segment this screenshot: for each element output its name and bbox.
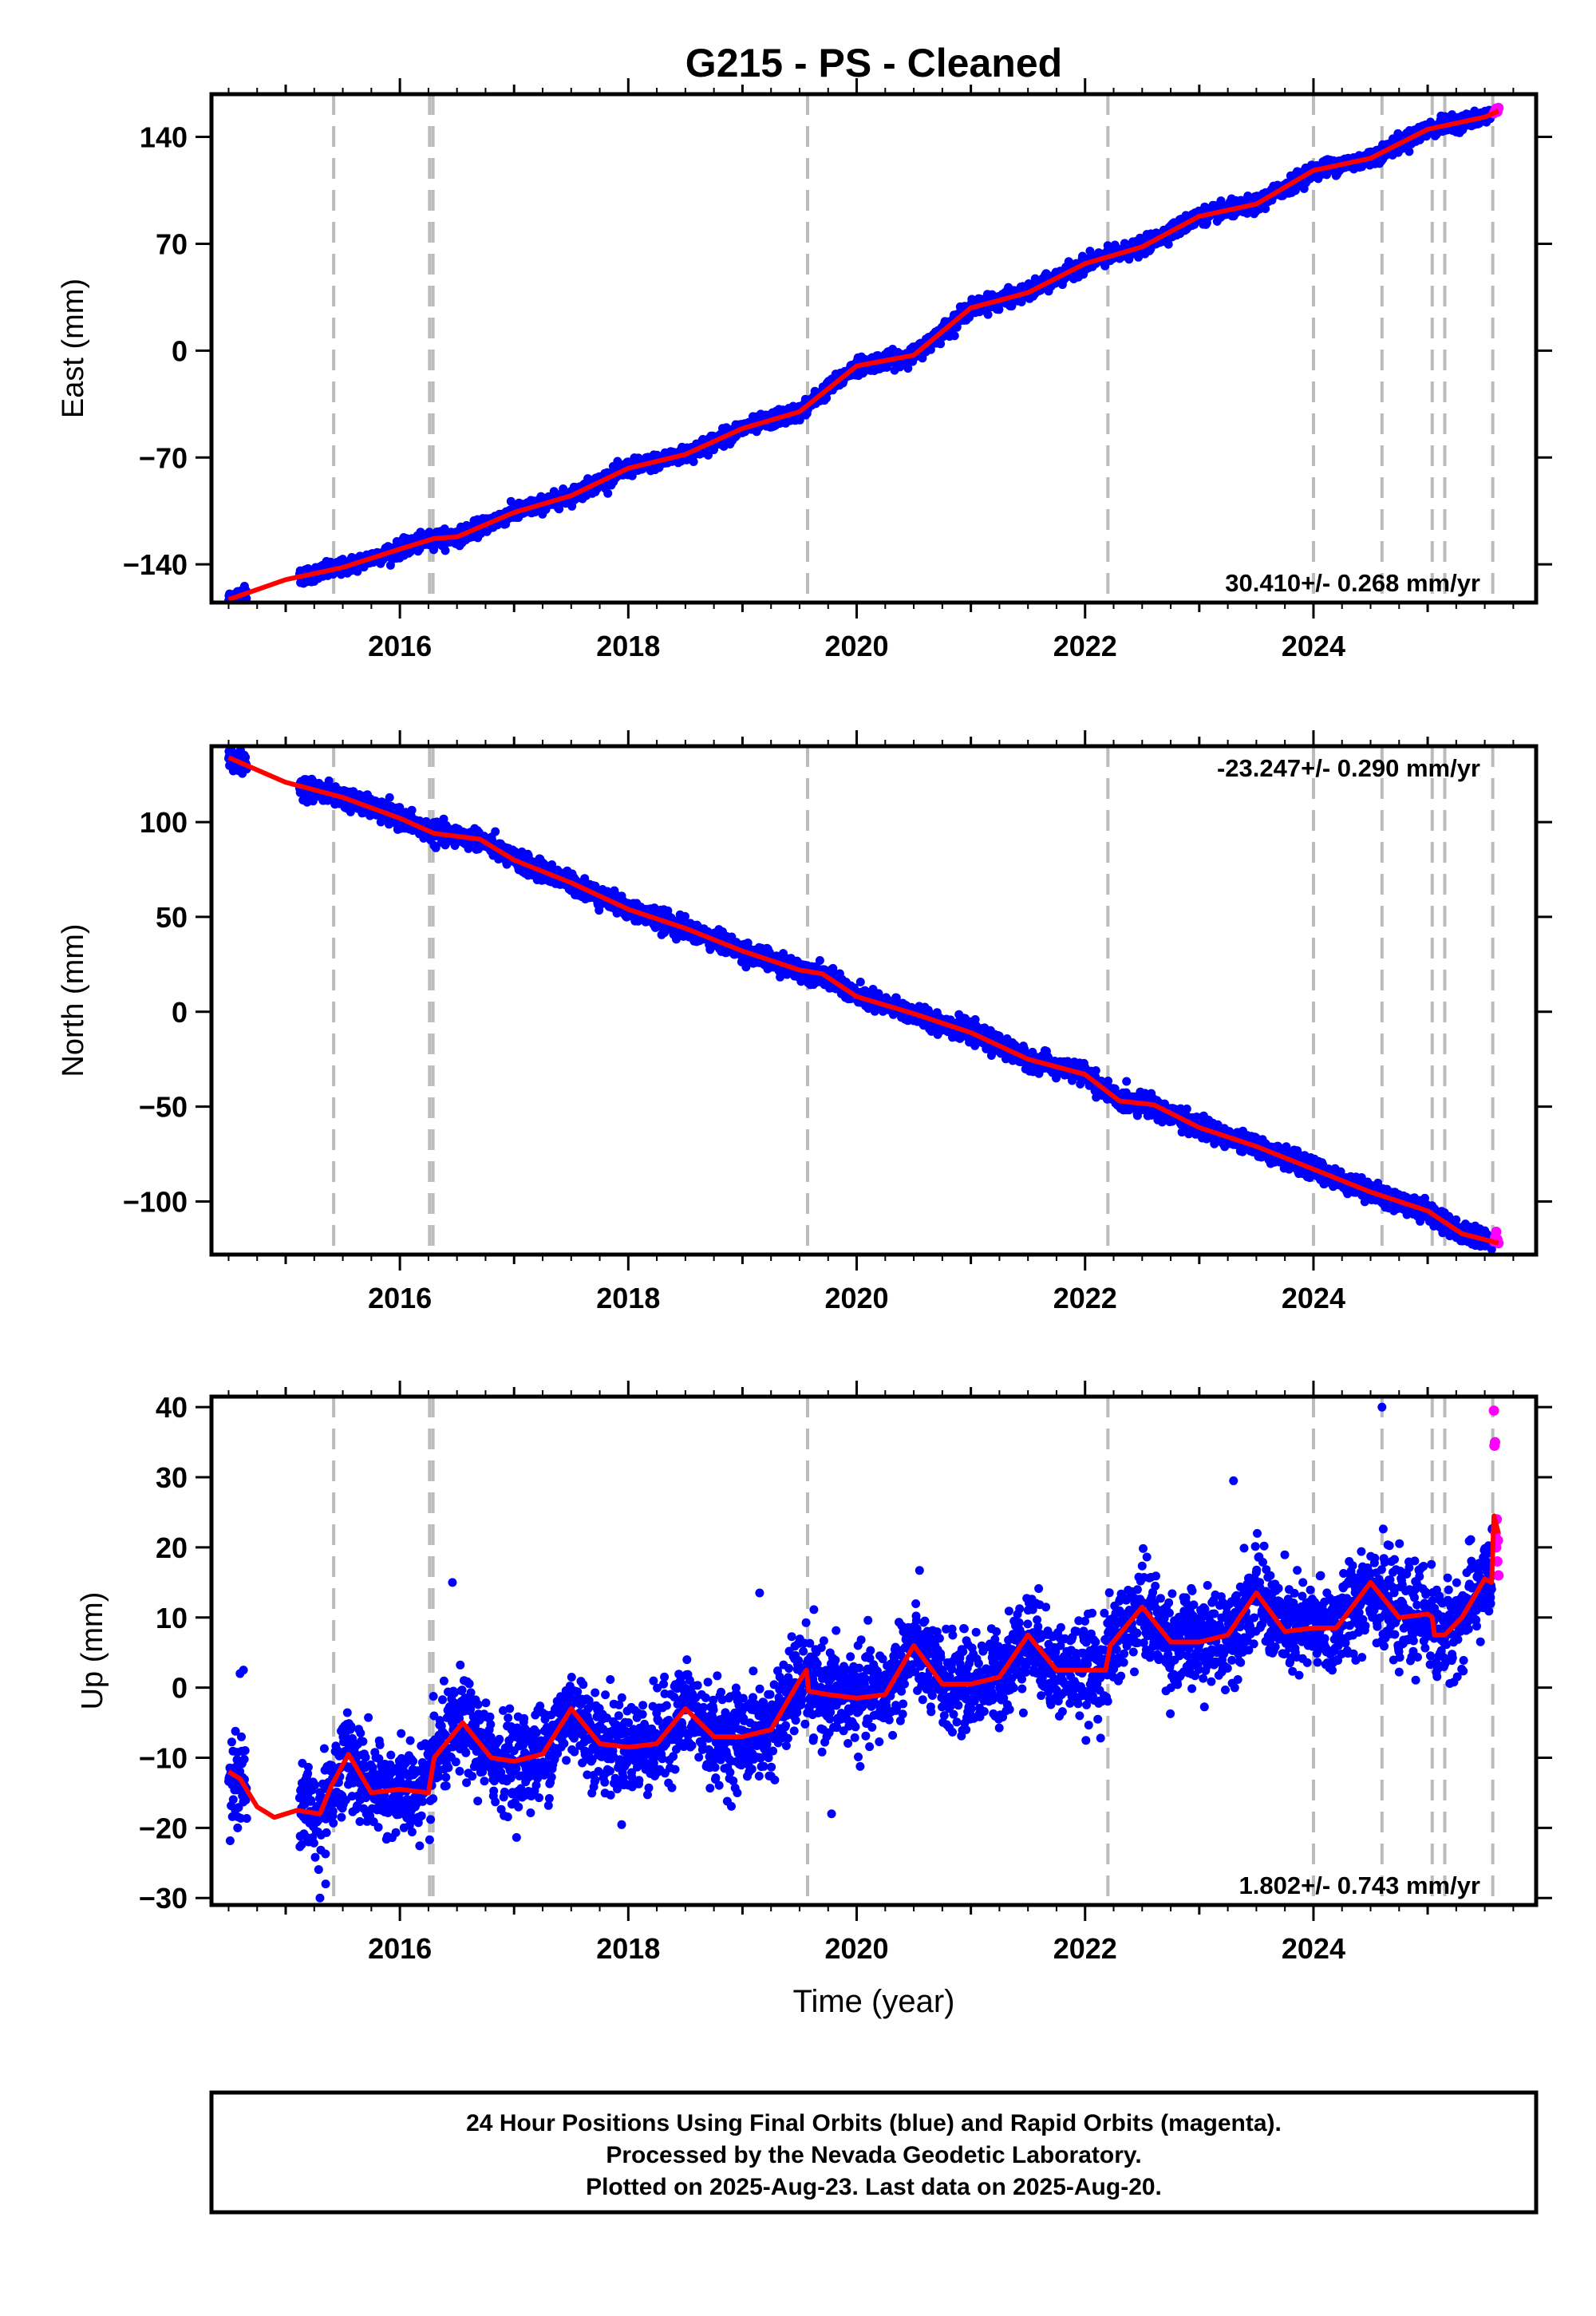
east-data-point xyxy=(1163,239,1173,249)
east-x-tick-label: 2022 xyxy=(1053,630,1117,662)
east-data-point xyxy=(926,345,935,354)
east-y-tick-label: 0 xyxy=(172,334,188,367)
east-y-tick-label: 140 xyxy=(140,121,188,154)
east-data-point xyxy=(704,450,713,460)
east-step-lines xyxy=(332,94,1495,603)
east-y-tick-label: −70 xyxy=(139,441,188,474)
east-x-tick-label: 2020 xyxy=(824,630,888,662)
east-y-tick-label: −140 xyxy=(123,548,188,581)
east-data-point xyxy=(506,496,516,506)
east-y-tick-label: 70 xyxy=(156,227,188,260)
east-data-point xyxy=(1404,147,1414,156)
east-data-point xyxy=(603,488,613,498)
east-data-point xyxy=(950,331,959,341)
east-data-point xyxy=(822,393,832,403)
east-x-tick-label: 2018 xyxy=(596,630,660,662)
east-data-point xyxy=(555,504,564,514)
east-data-point xyxy=(1085,247,1095,256)
east-x-tick-label: 2016 xyxy=(368,630,432,662)
north-data-point xyxy=(324,776,334,785)
north-data-point xyxy=(491,827,500,836)
chart-title: G215 - PS - Cleaned xyxy=(685,41,1062,85)
east-ticks: −140 −70 0 70 140 2016 2018 2020 2022 2024 xyxy=(123,78,1552,662)
east-data-point xyxy=(1261,204,1270,213)
north-data-point xyxy=(407,805,417,815)
north-data-point xyxy=(431,843,440,852)
east-model-curve xyxy=(227,109,1500,603)
east-rate-label: 30.410+/- 0.268 mm/yr xyxy=(1225,569,1480,597)
east-data-point xyxy=(994,305,1004,314)
east-data-point xyxy=(795,415,804,425)
east-model-line xyxy=(227,109,1500,603)
east-data-point xyxy=(440,546,450,555)
north-data-point xyxy=(395,803,405,812)
east-data-point xyxy=(936,339,946,349)
east-panel: −140 −70 0 70 140 2016 2018 2020 2022 2024 East (… xyxy=(57,78,1552,662)
east-axes-box xyxy=(209,92,1539,605)
north-data-point xyxy=(385,792,394,802)
east-data-point xyxy=(689,457,698,466)
east-frame xyxy=(209,92,1539,605)
east-data-point xyxy=(983,310,993,319)
east-x-tick-label: 2024 xyxy=(1282,630,1345,662)
east-y-axis-label: East (mm) xyxy=(57,279,90,418)
